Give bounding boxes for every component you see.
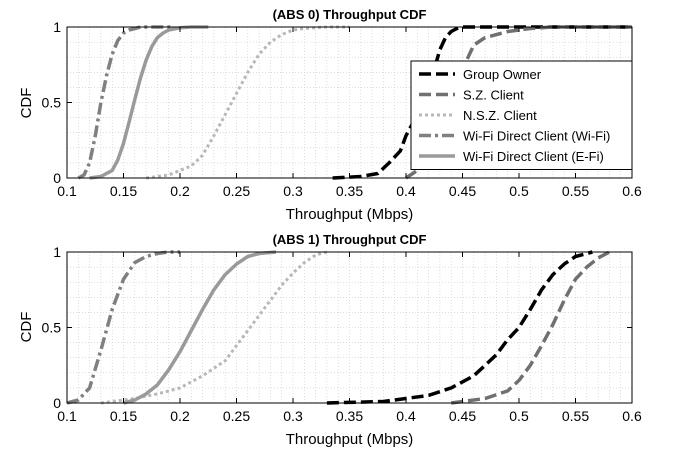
series-line-group-owner: [326, 250, 593, 405]
chart-title: (ABS 0) Throughput CDF: [273, 7, 427, 22]
x-tick-label: 0.4: [396, 183, 416, 199]
y-tick-label: 1: [53, 19, 61, 35]
x-tick-label: 0.1: [57, 408, 77, 424]
x-tick-label: 0.4: [396, 408, 416, 424]
x-tick-label: 0.45: [449, 408, 476, 424]
series-line-s-z-client: [405, 25, 632, 180]
series-group: [77, 25, 632, 180]
x-tick-label: 0.35: [336, 183, 363, 199]
legend: Group Owner S.Z. Client N.S.Z. Client Wi-Fi…: [410, 60, 633, 170]
y-tick-label: 0: [53, 170, 61, 186]
x-tick-label: 0.55: [562, 408, 589, 424]
y-tick-label: 0: [53, 395, 61, 411]
series-line-group-owner: [332, 25, 632, 180]
series-line-n-s-z-client: [145, 25, 350, 180]
x-tick-label: 0.3: [283, 408, 303, 424]
x-tick-label: 0.15: [110, 183, 137, 199]
x-tick-label: 0.1: [57, 183, 77, 199]
ticks: 0.1 0.15 0.2 0.25 0.3 0.35 0.4 0.45 0.5 0.55 0.6 0 0…: [42, 19, 642, 199]
x-tick-label: 0.6: [622, 183, 642, 199]
chart-title: (ABS 1) Throughput CDF: [273, 232, 427, 247]
x-axis-label: Throughput (Mbps): [286, 206, 414, 223]
x-tick-label: 0.5: [509, 183, 529, 199]
x-tick-label: 0.5: [509, 408, 529, 424]
x-tick-label: 0.15: [110, 408, 137, 424]
series-line-wi-fi-direct-client-wi-fi: [66, 250, 180, 405]
legend-label-s-z-client: S.Z. Client: [463, 88, 524, 103]
y-tick-label: 0.5: [42, 95, 62, 111]
x-axis-label: Throughput (Mbps): [286, 431, 414, 448]
series-line-wi-fi-direct-client-e-fi: [123, 250, 277, 405]
series-line-s-z-client: [450, 250, 611, 405]
ticks: 0.1 0.15 0.2 0.25 0.3 0.35 0.4 0.45 0.5 0.55 0.6 0 0…: [42, 244, 642, 424]
series-group: [66, 250, 611, 405]
x-tick-label: 0.45: [449, 183, 476, 199]
y-tick-label: 0.5: [42, 320, 62, 336]
legend-label-group-owner: Group Owner: [463, 67, 542, 82]
legend-label-wi-fi-direct-client-e-fi: Wi-Fi Direct Client (E-Fi): [463, 149, 604, 164]
x-tick-label: 0.25: [223, 183, 250, 199]
chart-abs0: 0.1 0.15 0.2 0.25 0.3 0.35 0.4 0.45 0.5 0.55 0.6 0 0…: [18, 7, 642, 223]
series-line-wi-fi-direct-client-e-fi: [89, 25, 209, 180]
x-tick-label: 0.3: [283, 183, 303, 199]
x-tick-label: 0.2: [170, 408, 190, 424]
y-tick-label: 1: [53, 244, 61, 260]
x-tick-label: 0.35: [336, 408, 363, 424]
legend-box: [410, 60, 633, 170]
chart-abs1: 0.1 0.15 0.2 0.25 0.3 0.35 0.4 0.45 0.5 0.55 0.6 0 0…: [18, 232, 642, 448]
x-tick-label: 0.25: [223, 408, 250, 424]
y-axis-label: CDF: [18, 312, 35, 343]
x-tick-label: 0.2: [170, 183, 190, 199]
series-line-n-s-z-client: [100, 250, 328, 405]
legend-label-wi-fi-direct-client-wi-fi: Wi-Fi Direct Client (Wi-Fi): [463, 129, 610, 144]
x-tick-label: 0.55: [562, 183, 589, 199]
legend-label-n-s-z-client: N.S.Z. Client: [463, 108, 537, 123]
x-tick-label: 0.6: [622, 408, 642, 424]
y-axis-label: CDF: [18, 88, 35, 119]
